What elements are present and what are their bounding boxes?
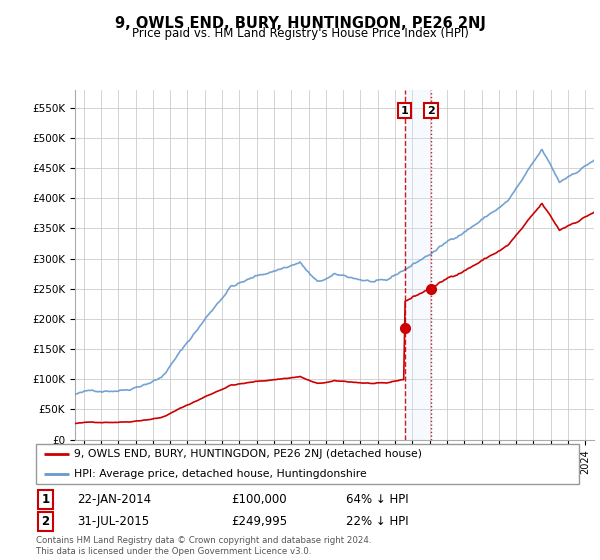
FancyBboxPatch shape <box>36 444 579 484</box>
Text: 1: 1 <box>401 106 409 116</box>
Text: 64% ↓ HPI: 64% ↓ HPI <box>346 493 408 506</box>
Text: Price paid vs. HM Land Registry's House Price Index (HPI): Price paid vs. HM Land Registry's House … <box>131 27 469 40</box>
Text: 2: 2 <box>427 106 435 116</box>
Text: 1: 1 <box>41 493 50 506</box>
Text: 22-JAN-2014: 22-JAN-2014 <box>77 493 151 506</box>
Text: £249,995: £249,995 <box>232 515 287 528</box>
Text: 22% ↓ HPI: 22% ↓ HPI <box>346 515 408 528</box>
Text: HPI: Average price, detached house, Huntingdonshire: HPI: Average price, detached house, Hunt… <box>74 469 367 479</box>
Text: 2: 2 <box>41 515 50 528</box>
Text: £100,000: £100,000 <box>232 493 287 506</box>
Text: Contains HM Land Registry data © Crown copyright and database right 2024.
This d: Contains HM Land Registry data © Crown c… <box>36 536 371 556</box>
Text: 9, OWLS END, BURY, HUNTINGDON, PE26 2NJ (detached house): 9, OWLS END, BURY, HUNTINGDON, PE26 2NJ … <box>74 449 422 459</box>
Text: 31-JUL-2015: 31-JUL-2015 <box>77 515 149 528</box>
Text: 9, OWLS END, BURY, HUNTINGDON, PE26 2NJ: 9, OWLS END, BURY, HUNTINGDON, PE26 2NJ <box>115 16 485 31</box>
Bar <box>404 90 431 440</box>
